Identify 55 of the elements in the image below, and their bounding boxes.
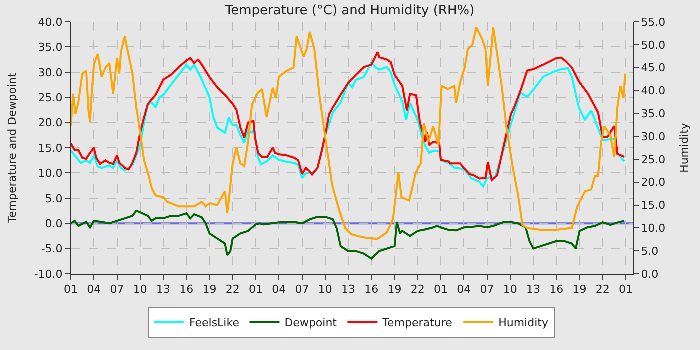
chart-title: Temperature (°C) and Humidity (RH%) — [224, 3, 475, 18]
x-tick-label: 10 — [318, 283, 332, 296]
y2-tick-label: 45.0 — [641, 62, 666, 75]
y2-tick-label: 5.0 — [641, 244, 659, 258]
y2-tick-label: 50.0 — [641, 38, 666, 52]
y2-tick-label: 35.0 — [641, 107, 666, 120]
x-tick-label: 10 — [133, 283, 148, 296]
x-tick-label: 04 — [87, 283, 102, 296]
y-tick-label: 25.0 — [38, 91, 63, 104]
x-tick-label: 16 — [364, 283, 379, 296]
x-tick-label: 10 — [503, 283, 518, 296]
x-tick-label: 01 — [434, 283, 448, 296]
y-tick-label: -5.0 — [41, 242, 63, 256]
y-tick-label: 5.0 — [45, 192, 63, 206]
y2-tick-label: 55.0 — [641, 16, 666, 29]
y-tick-label: 15.0 — [38, 142, 63, 155]
x-tick-label: 19 — [572, 283, 587, 296]
y2-tick-label: 15.0 — [641, 199, 666, 212]
y2-tick-label: 10.0 — [641, 222, 666, 236]
x-tick-label: 16 — [180, 283, 194, 296]
x-tick-label: 19 — [388, 283, 402, 296]
y2-tick-label: 20.0 — [641, 176, 666, 190]
x-tick-label: 13 — [156, 283, 171, 296]
y2-tick-label: 40.0 — [641, 84, 666, 98]
x-tick-label: 01 — [249, 283, 264, 296]
y2-tick-label: 0.0 — [641, 268, 659, 281]
y-tick-label: -10.0 — [34, 268, 63, 281]
y-tick-label: 30.0 — [38, 66, 63, 80]
legend-label: FeelsLike — [190, 316, 240, 330]
y-tick-label: 35.0 — [38, 41, 63, 54]
x-tick-label: 22 — [410, 283, 425, 296]
y2-tick-label: 30.0 — [641, 130, 666, 144]
x-tick-label: 16 — [550, 283, 564, 296]
x-tick-label: 13 — [342, 283, 356, 296]
legend-label: Temperature — [382, 316, 453, 330]
y-tick-label: 20.0 — [38, 116, 63, 130]
x-tick-label: 22 — [596, 283, 610, 296]
y-axis-title: Temperature and Dewpoint — [6, 72, 19, 224]
legend-label: Humidity — [498, 316, 549, 330]
x-tick-label: 19 — [202, 283, 217, 296]
y-tick-label: 10.0 — [38, 167, 63, 180]
x-tick-label: 04 — [272, 283, 286, 296]
y-tick-label: 0.0 — [45, 217, 63, 230]
x-tick-label: 07 — [295, 283, 310, 296]
x-tick-label: 22 — [226, 283, 240, 296]
y2-axis-title: Humidity — [678, 122, 691, 173]
x-tick-label: 01 — [64, 283, 78, 296]
y2-tick-label: 25.0 — [641, 153, 666, 166]
x-tick-label: 07 — [110, 283, 124, 296]
x-tick-label: 04 — [457, 283, 472, 296]
legend-label: Dewpoint — [284, 316, 338, 330]
x-tick-label: 01 — [619, 283, 634, 296]
y-tick-label: 40.0 — [38, 16, 63, 29]
x-tick-label: 13 — [526, 283, 541, 296]
x-tick-label: 07 — [480, 283, 494, 296]
